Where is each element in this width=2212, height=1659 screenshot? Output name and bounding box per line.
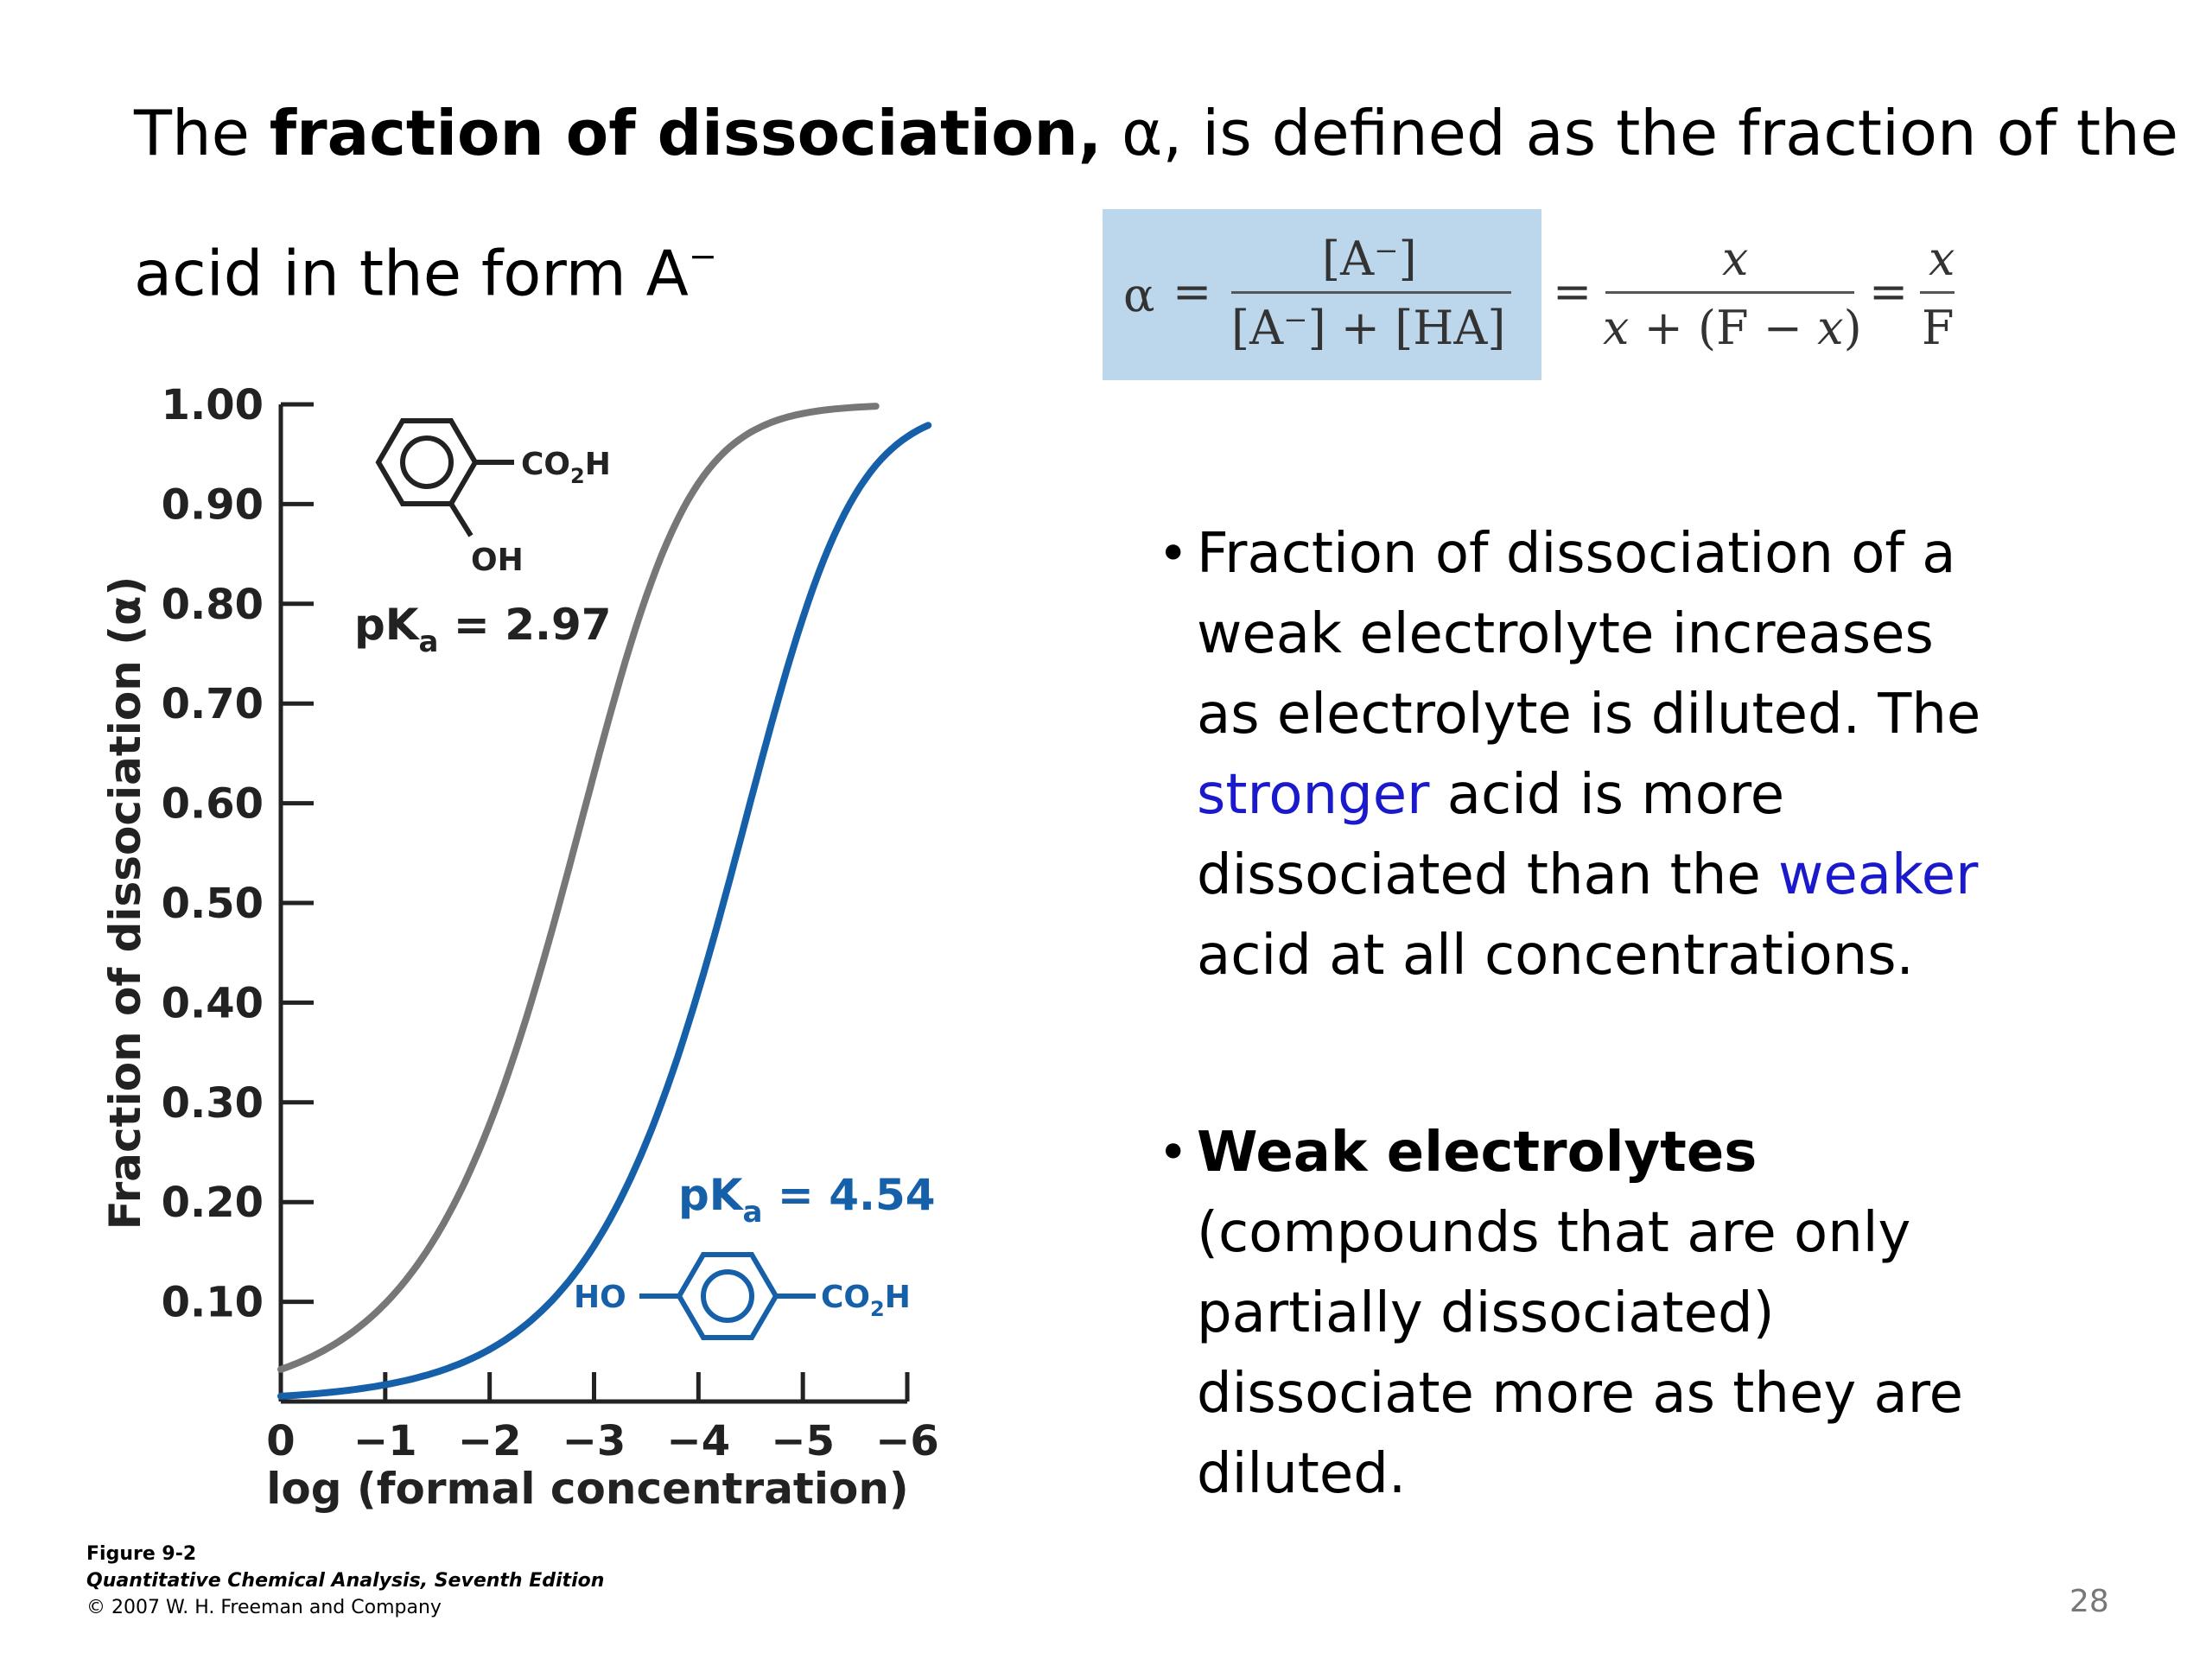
x-tick-label: −3 (563, 1417, 626, 1465)
bullet-text: weak electrolyte increases (1197, 602, 1934, 666)
x-tick-label: −4 (667, 1417, 731, 1465)
bullet-text: Fraction of dissociation of a (1197, 522, 1956, 586)
formula-highlight-box (1103, 209, 1541, 380)
bullet-line: (compounds that are only (1197, 1193, 2199, 1274)
series-line-pka-4-54 (277, 422, 932, 1400)
formula-equals-2: = (1553, 264, 1592, 319)
formula-denominator-1: [A⁻] + [HA] (1231, 301, 1506, 355)
formula-numerator-3: x (1929, 232, 1955, 286)
page-number: 28 (2069, 1584, 2109, 1619)
series-line-pka-2-97 (277, 403, 880, 1373)
highlight-word: stronger (1197, 763, 1430, 827)
x-tick-label: −6 (875, 1417, 939, 1465)
bullet-line: as electrolyte is diluted. The (1197, 675, 2199, 755)
bullet-text: diluted. (1197, 1442, 1407, 1506)
formula-equals-3: = (1869, 264, 1909, 319)
y-tick-label: 0.20 (162, 1179, 264, 1227)
bullet-2-lines: Weak electrolytes (compounds that are onl… (1197, 1113, 2199, 1515)
y-tick-label: 0.40 (162, 979, 264, 1027)
bullet-line: partially dissociated) (1197, 1274, 2199, 1354)
bullet-line: Fraction of dissociation of a (1197, 514, 2199, 594)
y-tick-label: 0.80 (162, 581, 264, 629)
bullet-item-2: • Weak electrolytes (compounds that are o… (1158, 1113, 2199, 1515)
highlight-word: weaker (1778, 843, 1979, 907)
heading-bold-term: fraction of dissociation, (269, 97, 1103, 169)
formula-fraction-line-3 (1920, 291, 1955, 294)
blue-structure-ho-label: HO (574, 1280, 626, 1315)
y-tick-label: 0.70 (162, 680, 264, 728)
bullet-1-lines: Fraction of dissociation of a weak electr… (1197, 514, 2199, 996)
y-tick-label: 0.90 (162, 480, 264, 529)
bullet-symbol: • (1158, 524, 1189, 584)
heading-line-1: The fraction of dissociation, α, is defi… (134, 97, 2179, 169)
x-tick-label: −2 (458, 1417, 522, 1465)
formula-alpha: α (1123, 268, 1155, 322)
blue-structure-co2h-label: CO2H (821, 1280, 911, 1321)
caption-book-title: Quantitative Chemical Analysis, Seventh … (86, 1570, 605, 1592)
bullet-line: acid at all concentrations. (1197, 916, 2199, 996)
heading-line-2: acid in the form A− (134, 237, 718, 310)
bullet-item-1: • Fraction of dissociation of a weak elec… (1158, 514, 2199, 996)
bullet-text: partially dissociated) (1197, 1281, 1775, 1345)
gray-structure-co2h-label: CO2H (521, 447, 611, 488)
y-tick-label: 0.50 (162, 880, 264, 928)
gray-structure-oh-label: OH (471, 543, 524, 578)
bullet-text: acid is more (1429, 763, 1785, 827)
formula-fraction-line-1 (1231, 291, 1511, 294)
y-tick-label: 1.00 (162, 381, 264, 429)
bullet-line: Weak electrolytes (1197, 1113, 2199, 1193)
hydroxybenzoic-acid-structure (639, 1252, 816, 1340)
formula-equals-1: = (1173, 264, 1212, 319)
x-tick-label: 0 (266, 1417, 295, 1465)
bullet-text: dissociated than the (1197, 843, 1779, 907)
y-tick-label: 0.60 (162, 780, 264, 829)
bullet-text: (compounds that are only (1197, 1201, 1911, 1265)
bullet-text: acid at all concentrations. (1197, 924, 1914, 988)
caption-figure-number: Figure 9-2 (86, 1543, 197, 1565)
formula-denominator-2: x + (F − x) (1603, 301, 1862, 355)
y-tick-label: 0.30 (162, 1079, 264, 1128)
caption-copyright: © 2007 W. H. Freeman and Company (86, 1597, 442, 1618)
blue-series-pka-label: pKa = 4.54 (678, 1170, 936, 1230)
bullet-line: stronger acid is more (1197, 755, 2199, 836)
bullet-line: weak electrolyte increases (1197, 594, 2199, 675)
gray-series-pka-label: pKa = 2.97 (354, 600, 612, 659)
figure-caption: Figure 9-2 Quantitative Chemical Analysi… (86, 1541, 604, 1621)
formula-numerator-2: x (1722, 232, 1749, 286)
bullet-symbol: • (1158, 1122, 1189, 1183)
bullet-text: dissociate more as they are (1197, 1362, 1964, 1426)
formula-fraction-line-2 (1605, 291, 1854, 294)
bullet-text: as electrolyte is diluted. The (1197, 683, 1981, 747)
bullet-text: Weak electrolytes (1197, 1121, 1758, 1185)
formula-denominator-3: F (1922, 301, 1955, 355)
bullet-line: dissociated than the weaker (1197, 836, 2199, 916)
y-axis-title: Fraction of dissociation (α) (100, 576, 150, 1230)
y-tick-label: 0.10 (162, 1279, 264, 1327)
x-tick-label: −5 (771, 1417, 835, 1465)
formula-numerator-1: [A⁻] (1322, 232, 1417, 286)
x-axis-title: log (formal concentration) (266, 1464, 909, 1514)
salicylic-acid-structure (375, 418, 514, 537)
dissociation-chart: 0.10 0.20 0.30 0.40 0.50 0.60 0.70 0.80 0.90 1.00… (100, 381, 939, 1514)
x-tick-label: −1 (353, 1417, 417, 1465)
bullet-line: diluted. (1197, 1434, 2199, 1515)
bullet-line: dissociate more as they are (1197, 1354, 2199, 1434)
